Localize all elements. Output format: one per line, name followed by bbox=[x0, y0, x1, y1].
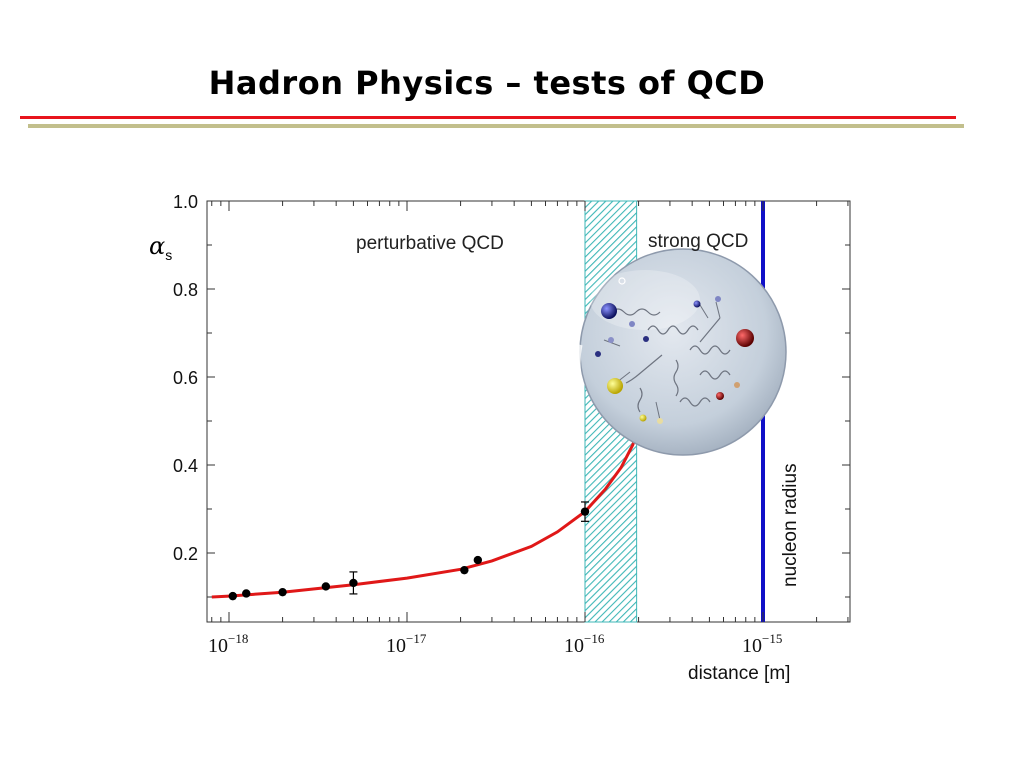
data-point bbox=[321, 582, 331, 591]
data-point bbox=[278, 587, 287, 597]
y-axis-label: αs bbox=[149, 232, 172, 263]
data-point bbox=[460, 565, 469, 575]
y-tick-label: 0.2 bbox=[173, 544, 198, 564]
slide-title: Hadron Physics – tests of QCD bbox=[208, 64, 766, 102]
x-tick-label: 10−15 bbox=[742, 631, 782, 657]
data-point bbox=[580, 507, 590, 516]
nucleon-radius-label: nucleon radius bbox=[780, 463, 801, 587]
region-label-perturbative: perturbative QCD bbox=[356, 233, 504, 254]
region-label-strong: strong QCD bbox=[648, 231, 748, 252]
data-point bbox=[349, 578, 358, 588]
title-underline-red bbox=[20, 116, 956, 119]
data-point bbox=[473, 555, 483, 565]
y-axis-label-main: α bbox=[149, 232, 165, 260]
y-tick-label: 0.8 bbox=[173, 280, 198, 300]
y-tick-label: 0.4 bbox=[173, 456, 198, 476]
y-tick-label: 0.6 bbox=[173, 368, 198, 388]
y-axis-label-sub: s bbox=[165, 247, 172, 263]
x-tick-label: 10−17 bbox=[386, 631, 427, 657]
x-tick-label: 10−16 bbox=[564, 631, 605, 657]
x-axis-label: distance [m] bbox=[688, 663, 790, 684]
alpha-s-curve bbox=[211, 424, 642, 599]
y-tick-label: 1.0 bbox=[173, 192, 198, 212]
data-point bbox=[228, 591, 237, 601]
nucleon-illustration bbox=[577, 248, 787, 456]
data-point bbox=[242, 589, 251, 598]
x-tick-label: 10−18 bbox=[208, 631, 248, 657]
title-underline-olive bbox=[28, 124, 964, 128]
